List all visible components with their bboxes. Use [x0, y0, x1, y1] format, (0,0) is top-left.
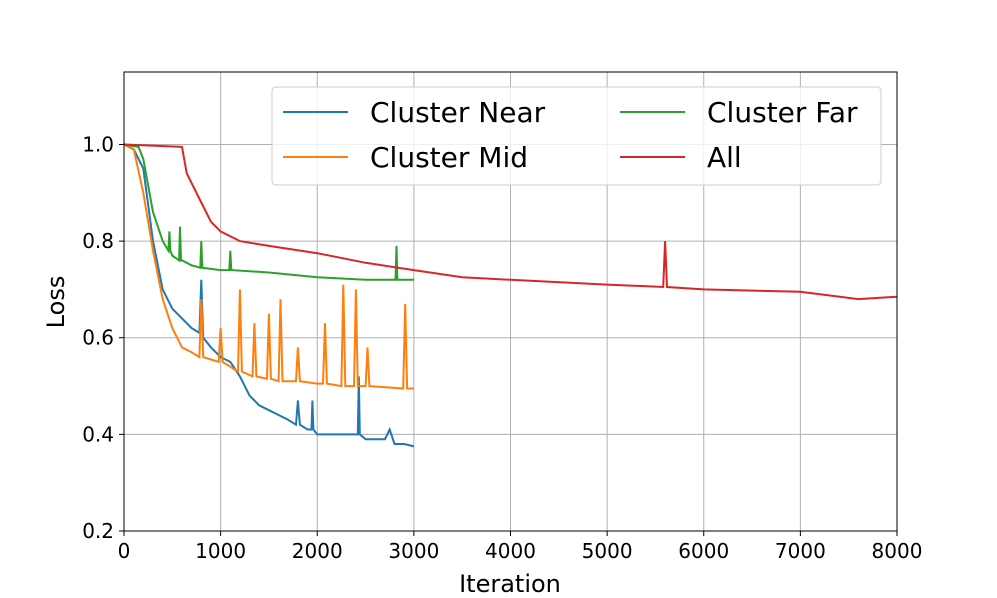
legend-label-all: All: [707, 141, 742, 174]
series-line-cluster-mid: [123, 143, 414, 390]
series-lines: [123, 143, 898, 448]
ticks: 0 1000 2000 3000 4000 5000 6000 7000 8000 0.2 0.4 0…: [82, 132, 922, 563]
y-tick-label: 1.0: [82, 132, 114, 156]
y-tick-label: 0.4: [82, 422, 114, 446]
legend: Cluster Near Cluster Mid Cluster Far All: [271, 86, 882, 186]
x-tick-label: 0: [118, 539, 131, 563]
legend-box: [271, 86, 882, 186]
x-tick-label: 5000: [582, 539, 633, 563]
x-tick-label: 7000: [775, 539, 826, 563]
series-line-all: [123, 143, 898, 301]
y-axis-label: Loss: [42, 276, 70, 329]
x-tick-label: 1000: [195, 539, 246, 563]
series-line-cluster-near: [123, 143, 415, 448]
y-tick-label: 0.6: [82, 326, 114, 350]
legend-label-cluster-far: Cluster Far: [707, 96, 858, 129]
x-tick-label: 4000: [485, 539, 536, 563]
y-tick-label: 0.2: [82, 519, 114, 543]
legend-label-cluster-near: Cluster Near: [370, 96, 546, 129]
x-tick-label: 8000: [872, 539, 923, 563]
x-tick-label: 6000: [678, 539, 729, 563]
x-tick-label: 3000: [388, 539, 439, 563]
x-axis-label: Iteration: [459, 570, 561, 598]
series-line-cluster-far: [123, 143, 414, 281]
legend-label-cluster-mid: Cluster Mid: [370, 141, 528, 174]
x-tick-label: 2000: [292, 539, 343, 563]
y-tick-label: 0.8: [82, 229, 114, 253]
